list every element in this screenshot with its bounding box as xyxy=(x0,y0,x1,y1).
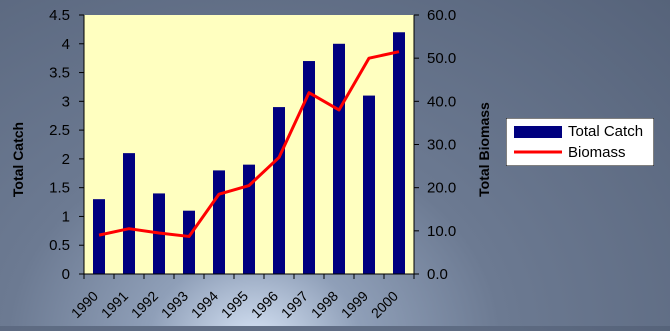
right-axis-title: Total Biomass xyxy=(476,102,492,197)
left-tick-label: 0 xyxy=(62,266,70,283)
bar-1996 xyxy=(273,107,285,274)
left-tick-label: 2 xyxy=(62,151,70,168)
x-tick-label: 1992 xyxy=(128,288,161,321)
left-tick-label: 4 xyxy=(62,36,70,53)
right-tick-label: 60.0 xyxy=(427,7,456,24)
right-tick-label: 40.0 xyxy=(427,93,456,110)
bar-2000 xyxy=(393,32,405,275)
x-tick-label: 1999 xyxy=(338,288,371,321)
right-tick-label: 10.0 xyxy=(427,223,456,240)
x-tick-label: 1990 xyxy=(68,288,101,321)
right-tick-label: 50.0 xyxy=(427,50,456,67)
x-tick-label: 1991 xyxy=(98,288,131,321)
left-tick-label: 4.5 xyxy=(49,7,70,24)
bar-1990 xyxy=(93,199,105,274)
left-tick-label: 0.5 xyxy=(49,237,70,254)
left-tick-label: 1 xyxy=(62,208,70,225)
left-tick-label: 3 xyxy=(62,93,70,110)
x-tick-label: 1995 xyxy=(218,288,251,321)
x-tick-label: 1997 xyxy=(278,288,311,321)
bar-1991 xyxy=(123,153,135,274)
bar-1993 xyxy=(183,210,195,274)
left-tick-label: 1.5 xyxy=(49,180,70,197)
bar-1997 xyxy=(303,61,315,274)
bar-1999 xyxy=(363,95,375,274)
biomass-line xyxy=(98,50,400,238)
x-tick-label: 1994 xyxy=(188,288,221,321)
x-tick-label: 1998 xyxy=(308,288,341,321)
left-axis-title: Total Catch xyxy=(10,122,26,197)
right-tick-label: 0.0 xyxy=(427,266,448,283)
bar-1994 xyxy=(213,170,225,274)
x-tick-label: 1996 xyxy=(248,288,281,321)
legend-label-catch: Total Catch xyxy=(568,123,643,140)
x-tick-label: 2000 xyxy=(368,288,401,321)
bar-1998 xyxy=(333,43,345,275)
legend-swatch-catch xyxy=(514,126,562,138)
legend: Total Catch Biomass xyxy=(506,118,654,166)
left-tick-label: 3.5 xyxy=(49,65,70,82)
left-tick-label: 2.5 xyxy=(49,122,70,139)
right-tick-label: 20.0 xyxy=(427,180,456,197)
bar-1995 xyxy=(243,164,255,274)
x-tick-label: 1993 xyxy=(158,288,191,321)
legend-label-biomass: Biomass xyxy=(568,144,626,161)
right-tick-label: 30.0 xyxy=(427,137,456,154)
